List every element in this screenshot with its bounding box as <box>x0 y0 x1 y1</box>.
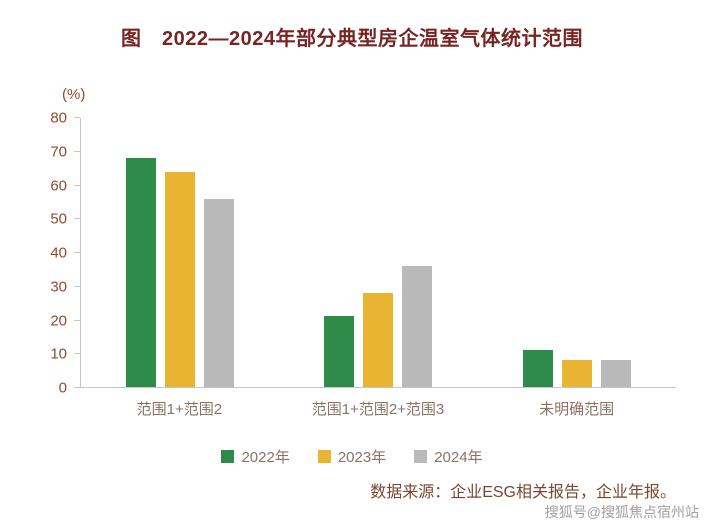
y-tick-label: 80 <box>50 109 67 127</box>
y-tick-mark <box>74 117 80 118</box>
legend-swatch <box>317 450 331 463</box>
bar-group <box>279 118 477 387</box>
x-category-label: 未明确范围 <box>539 401 615 418</box>
legend-item: 2024年 <box>414 446 483 467</box>
y-tick-mark <box>74 218 80 220</box>
y-tick-mark <box>74 353 80 355</box>
y-tick-mark <box>74 319 80 321</box>
x-axis-labels: 范围1+范围2 范围1+范围2+范围3 未明确范围 <box>80 398 676 419</box>
bar-chart: 0 10 20 30 40 50 60 70 80 <box>50 111 676 396</box>
y-tick-label: 60 <box>50 177 67 194</box>
legend-item: 2022年 <box>221 446 290 467</box>
y-tick-mark <box>74 184 80 186</box>
x-category-label: 范围1+范围2 <box>136 401 223 418</box>
watermark: 搜狐号@搜狐焦点宿州站 <box>544 504 699 520</box>
x-category-label: 范围1+范围2+范围3 <box>311 401 445 418</box>
y-tick-label: 20 <box>50 312 67 329</box>
legend-label: 2023年 <box>337 449 387 466</box>
y-tick-label: 70 <box>50 143 67 161</box>
y-tick-mark <box>74 252 80 253</box>
legend-label: 2022年 <box>241 449 290 466</box>
bar-group <box>478 118 676 387</box>
legend: 2022年 2023年 2024年 <box>0 446 704 467</box>
y-axis: 0 10 20 30 40 50 60 70 80 <box>10 111 80 396</box>
bar <box>561 360 592 387</box>
legend-swatch <box>221 450 235 463</box>
legend-swatch <box>414 450 428 463</box>
bar <box>600 360 631 387</box>
bar <box>324 316 355 387</box>
bar <box>126 158 157 387</box>
legend-item: 2023年 <box>317 446 387 467</box>
y-tick-mark <box>74 285 80 287</box>
source-note: 数据来源：企业ESG相关报告，企业年报。 <box>370 484 676 501</box>
y-axis-unit-label: (%) <box>62 86 86 103</box>
bar <box>363 292 394 387</box>
y-tick-label: 40 <box>50 244 67 262</box>
bar <box>165 171 196 387</box>
bar-group <box>81 118 279 387</box>
bar <box>402 265 433 387</box>
y-tick-label: 50 <box>50 210 67 228</box>
y-tick-label: 10 <box>50 345 67 363</box>
bar <box>522 350 553 387</box>
y-tick-mark <box>74 150 80 152</box>
chart-title: 图 2022—2024年部分典型房企温室气体统计范围 <box>121 28 583 50</box>
y-tick-label: 0 <box>58 379 67 397</box>
plot-area <box>80 118 676 388</box>
legend-label: 2024年 <box>434 449 483 466</box>
y-tick-mark <box>74 387 80 388</box>
bar <box>204 198 235 387</box>
y-tick-label: 30 <box>50 278 67 296</box>
